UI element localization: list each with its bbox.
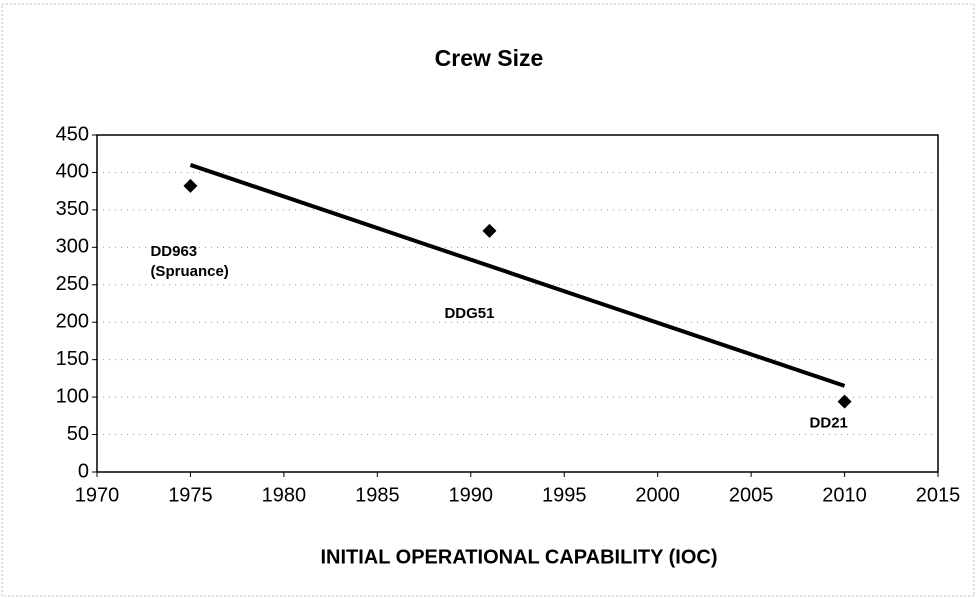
point-label: (Spruance) [150,263,228,280]
y-tick-label: 200 [56,311,89,333]
x-tick-label: 2015 [916,484,961,506]
point-label: DDG51 [444,305,494,322]
x-tick-label: 1995 [542,484,587,506]
x-tick-label: 2010 [822,484,867,506]
y-tick-label: 350 [56,198,89,220]
y-tick-label: 400 [56,161,89,183]
y-tick-label: 100 [56,385,89,407]
point-label: DD21 [810,415,848,432]
y-tick-label: 450 [56,123,89,145]
point [183,178,198,193]
y-tick-label: 300 [56,236,89,258]
x-tick-label: 1975 [168,484,213,506]
y-tick-label: 0 [78,460,89,482]
y-tick-label: 50 [67,423,89,445]
y-tick-label: 150 [56,348,89,370]
chart-frame [1,3,975,597]
x-tick-label: 2005 [729,484,774,506]
point-label: DD963 [150,243,197,260]
point [837,394,852,409]
x-tick-label: 1970 [75,484,120,506]
y-tick-label: 250 [56,273,89,295]
trendline [189,163,846,388]
x-tick-label: 1980 [262,484,307,506]
point [482,223,497,238]
x-tick-label: 1985 [355,484,400,506]
x-tick-label: 2000 [635,484,680,506]
x-axis-label: INITIAL OPERATIONAL CAPABILITY (IOC) [320,546,717,568]
plot-area [96,134,939,473]
x-tick-label: 1990 [449,484,494,506]
chart-title: Crew Size [435,45,544,71]
